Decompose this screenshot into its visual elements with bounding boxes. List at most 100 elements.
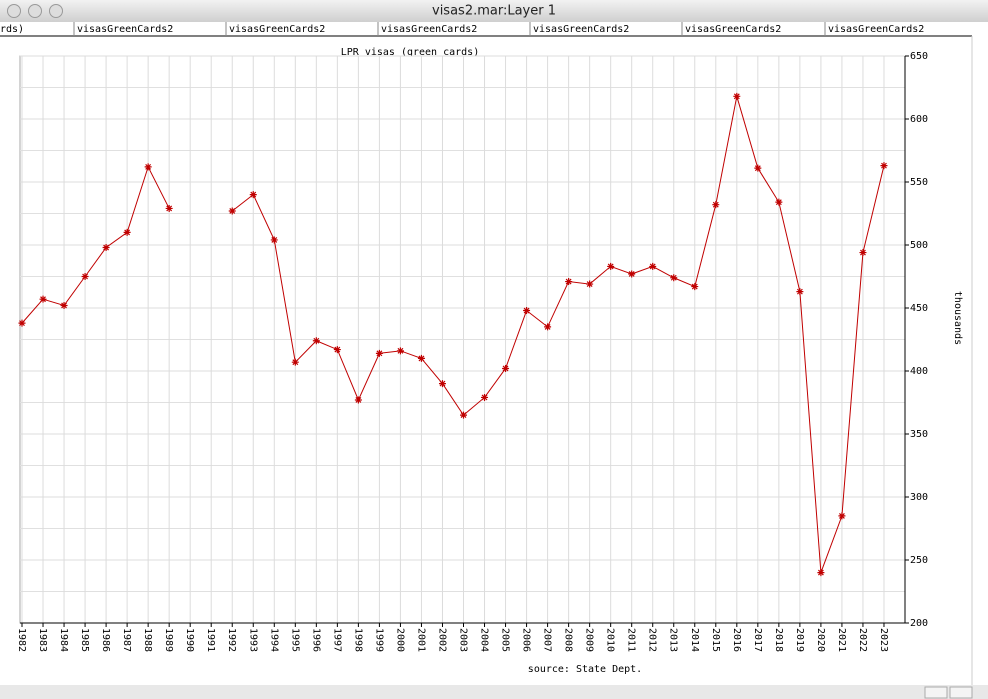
data-point [565, 278, 573, 286]
data-point [712, 201, 720, 209]
data-point [291, 358, 299, 366]
x-tick-label: 1999 [373, 628, 384, 652]
x-tick-label: 2020 [815, 628, 826, 652]
x-tick-label: 1983 [37, 628, 48, 652]
x-tick-label: 2000 [394, 628, 405, 652]
tab-label: visasGreenCards2 [685, 24, 781, 35]
minimize-button[interactable] [28, 4, 42, 18]
y-tick-label: 400 [910, 366, 928, 377]
data-point [733, 92, 741, 100]
y-axis-label: thousands [952, 291, 963, 345]
x-tick-label: 1991 [205, 628, 216, 652]
x-tick-label: 1998 [352, 628, 363, 652]
x-tick-label: 1988 [142, 628, 153, 652]
data-point [817, 569, 825, 577]
x-tick-label: 1985 [79, 628, 90, 652]
data-point [838, 512, 846, 520]
data-point [354, 396, 362, 404]
data-point [586, 280, 594, 288]
x-tick-label: 2023 [878, 628, 889, 652]
source-note: source: State Dept. [528, 664, 642, 675]
x-tick-label: 2016 [731, 628, 742, 652]
data-point [481, 393, 489, 401]
chart-title: LPR visas (green cards) [341, 47, 479, 58]
status-box [949, 686, 973, 699]
data-point [228, 207, 236, 215]
y-tick-label: 600 [910, 114, 928, 125]
y-tick-label: 550 [910, 177, 928, 188]
data-point [60, 301, 68, 309]
x-tick-label: 1994 [268, 628, 279, 652]
x-tick-label: 2002 [436, 628, 447, 652]
data-point [649, 262, 657, 270]
x-tick-label: 1982 [16, 628, 27, 652]
data-point [270, 236, 278, 244]
data-point [249, 191, 257, 199]
data-point [312, 337, 320, 345]
data-point [670, 274, 678, 282]
data-point [880, 162, 888, 170]
data-point [333, 346, 341, 354]
x-tick-label: 2005 [500, 628, 511, 652]
x-tick-label: 1995 [289, 628, 300, 652]
x-tick-label: 2007 [542, 628, 553, 652]
x-tick-label: 2015 [710, 628, 721, 652]
x-tick-label: 1990 [184, 628, 195, 652]
data-point [691, 283, 699, 291]
x-tick-label: 2009 [584, 628, 595, 652]
x-tick-label: 2022 [857, 628, 868, 652]
y-tick-label: 650 [910, 51, 928, 62]
data-point [123, 228, 131, 236]
tab-label: visasGreenCards2 [77, 24, 173, 35]
x-tick-label: 1997 [331, 628, 342, 652]
x-tick-label: 2014 [689, 628, 700, 652]
x-tick-label: 2019 [794, 628, 805, 652]
x-tick-label: 1986 [100, 628, 111, 652]
data-point [39, 295, 47, 303]
tab-label: rds) [0, 24, 24, 35]
data-point [859, 249, 867, 257]
x-tick-label: 1987 [121, 628, 132, 652]
data-point [775, 198, 783, 206]
x-tick-label: 2017 [752, 628, 763, 652]
x-tick-label: 1984 [58, 628, 69, 652]
x-tick-label: 2011 [626, 628, 637, 652]
data-point [81, 273, 89, 280]
y-tick-label: 350 [910, 429, 928, 440]
status-box [924, 686, 948, 699]
y-tick-label: 500 [910, 240, 928, 251]
x-tick-label: 2013 [668, 628, 679, 652]
x-tick-label: 1996 [310, 628, 321, 652]
tab-bar [0, 22, 988, 36]
data-point [502, 364, 510, 372]
data-point [460, 411, 467, 419]
y-tick-label: 450 [910, 303, 928, 314]
tab-label: visasGreenCards2 [381, 24, 477, 35]
y-tick-label: 200 [910, 618, 928, 629]
data-point [144, 163, 152, 171]
data-line [21, 96, 885, 573]
x-tick-label: 2008 [563, 628, 574, 652]
x-tick-label: 2004 [479, 628, 490, 652]
data-point [628, 270, 636, 278]
x-tick-label: 2021 [836, 628, 847, 652]
tab-label: visasGreenCards2 [229, 24, 325, 35]
x-tick-label: 2018 [773, 628, 784, 652]
tab-label: visasGreenCards2 [828, 24, 924, 35]
close-button[interactable] [7, 4, 21, 18]
data-point [417, 354, 425, 362]
data-point [438, 380, 446, 388]
x-tick-label: 2006 [521, 628, 532, 652]
window-title: visas2.mar:Layer 1 [432, 4, 556, 19]
x-tick-label: 1992 [226, 628, 237, 652]
zoom-button[interactable] [49, 4, 63, 18]
x-tick-label: 1989 [163, 628, 174, 652]
data-point [607, 262, 615, 270]
data-point [544, 323, 552, 331]
x-tick-label: 1993 [247, 628, 258, 652]
x-tick-label: 2012 [647, 628, 658, 652]
data-point [754, 164, 762, 172]
data-point [102, 244, 110, 252]
y-tick-label: 300 [910, 492, 928, 503]
